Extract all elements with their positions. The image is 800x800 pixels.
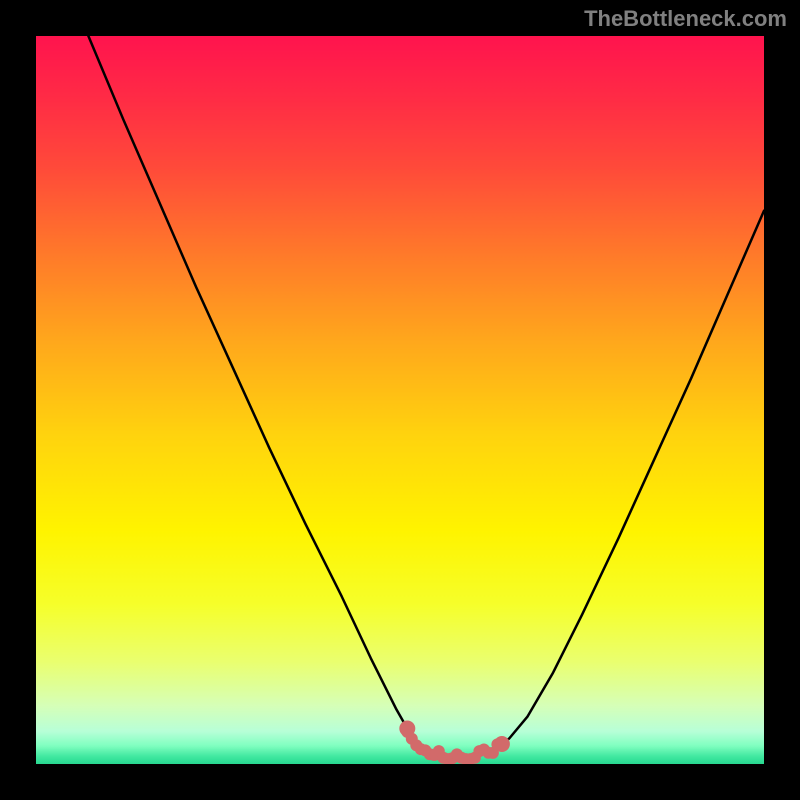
plot-area xyxy=(36,36,764,764)
chart-container: TheBottleneck.com xyxy=(0,0,800,800)
optimal-markers xyxy=(36,36,764,764)
watermark-text: TheBottleneck.com xyxy=(584,6,787,32)
